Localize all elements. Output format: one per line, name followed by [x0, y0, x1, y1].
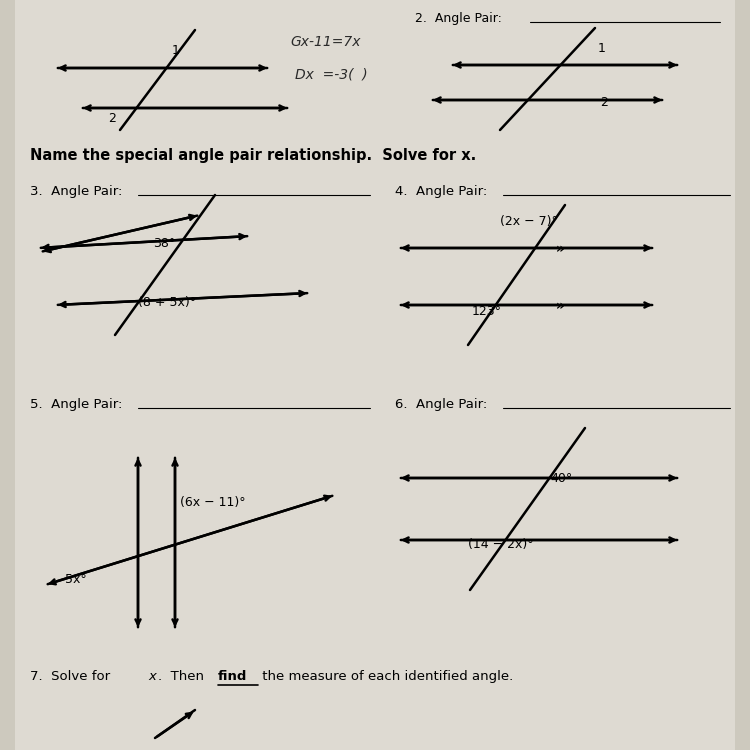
- Text: (2x − 7)°: (2x − 7)°: [500, 215, 558, 228]
- Text: x: x: [148, 670, 156, 683]
- Text: 38°: 38°: [153, 237, 176, 250]
- Text: Dx  =-3(  ): Dx =-3( ): [295, 68, 368, 82]
- Text: 1: 1: [172, 44, 180, 57]
- Text: .  Then: . Then: [158, 670, 209, 683]
- Text: 4.  Angle Pair:: 4. Angle Pair:: [395, 185, 491, 198]
- Text: »: »: [556, 242, 565, 256]
- Text: find: find: [218, 670, 248, 683]
- Text: (6x − 11)°: (6x − 11)°: [180, 496, 246, 509]
- Text: 3.  Angle Pair:: 3. Angle Pair:: [30, 185, 127, 198]
- Text: 123°: 123°: [472, 305, 502, 318]
- Text: Name the special angle pair relationship.  Solve for x.: Name the special angle pair relationship…: [30, 148, 476, 163]
- Text: (14 − 2x)°: (14 − 2x)°: [468, 538, 534, 551]
- Text: 7.  Solve for: 7. Solve for: [30, 670, 114, 683]
- Text: 40°: 40°: [550, 472, 572, 485]
- Text: 2: 2: [600, 96, 608, 109]
- Text: (8 + 5x)°: (8 + 5x)°: [138, 296, 196, 309]
- Text: 2.  Angle Pair:: 2. Angle Pair:: [415, 12, 506, 25]
- Text: 5x°: 5x°: [65, 573, 87, 586]
- Text: Gx-11=7x: Gx-11=7x: [290, 35, 361, 49]
- Text: 5.  Angle Pair:: 5. Angle Pair:: [30, 398, 127, 411]
- Text: 6.  Angle Pair:: 6. Angle Pair:: [395, 398, 491, 411]
- Text: 2: 2: [108, 112, 116, 125]
- Text: 1: 1: [598, 42, 606, 55]
- Text: the measure of each identified angle.: the measure of each identified angle.: [258, 670, 513, 683]
- Text: »: »: [556, 299, 565, 313]
